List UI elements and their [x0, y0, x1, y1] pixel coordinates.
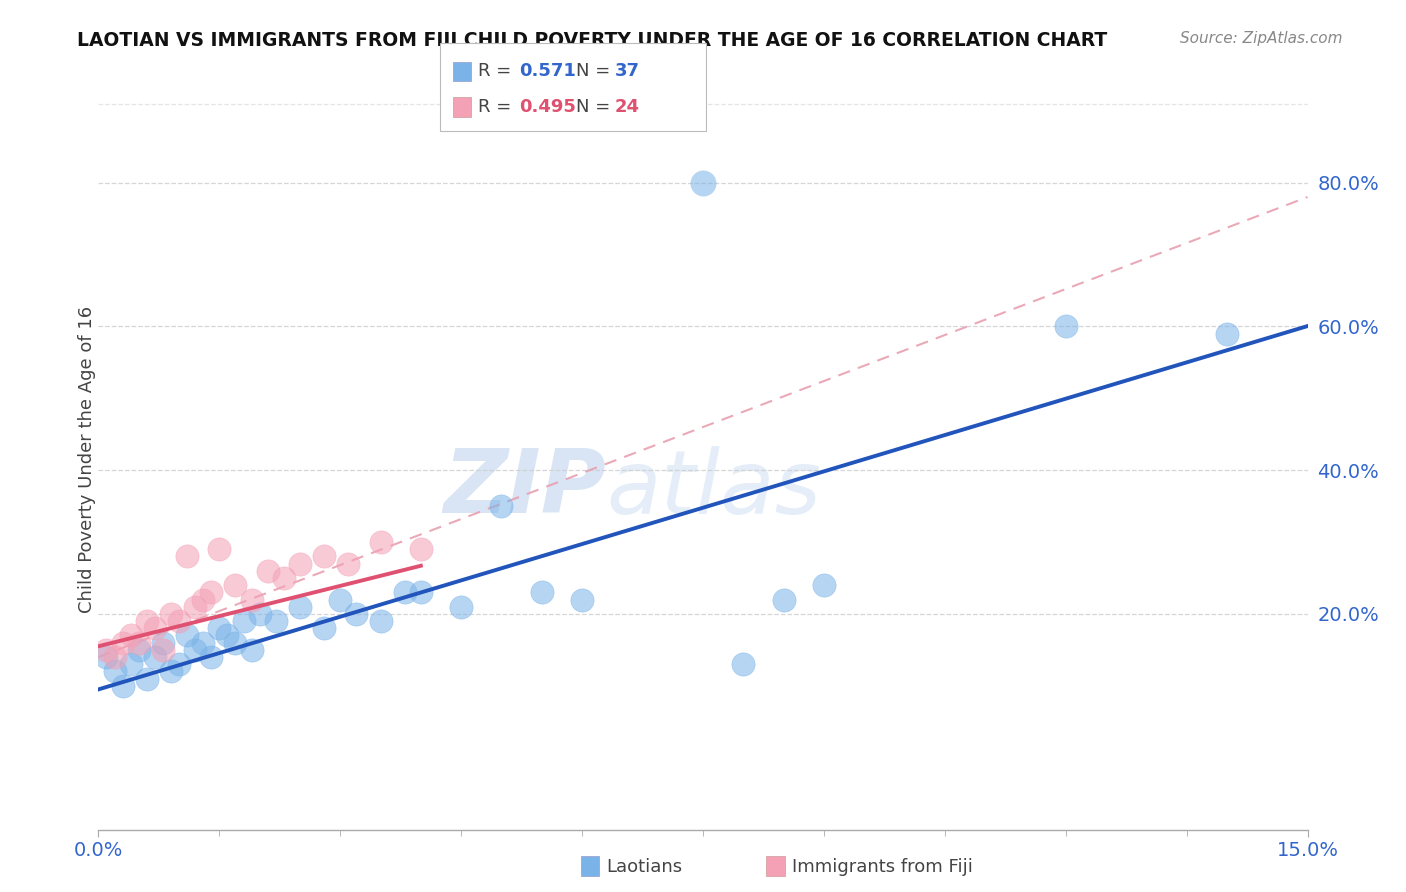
Point — [128, 635, 150, 649]
Point — [288, 557, 311, 571]
Text: N =: N = — [576, 62, 616, 80]
Text: 24: 24 — [614, 98, 640, 116]
Point — [193, 635, 215, 649]
Point — [232, 614, 254, 628]
Point — [692, 176, 714, 190]
Point — [128, 643, 150, 657]
Point — [152, 643, 174, 657]
Point — [208, 542, 231, 557]
Point — [240, 643, 263, 657]
Point — [143, 621, 166, 635]
Point — [224, 635, 246, 649]
Point — [409, 585, 432, 599]
Point — [200, 650, 222, 665]
Point — [143, 650, 166, 665]
Point — [491, 499, 513, 513]
Point — [240, 592, 263, 607]
Point — [1216, 326, 1239, 341]
Point — [96, 643, 118, 657]
Point — [409, 542, 432, 557]
Point — [256, 564, 278, 578]
Text: N =: N = — [576, 98, 616, 116]
Point — [160, 665, 183, 679]
Point — [370, 535, 392, 549]
Point — [530, 585, 553, 599]
Point — [103, 650, 125, 665]
Point — [111, 679, 134, 693]
Point — [120, 657, 142, 672]
Point — [264, 614, 287, 628]
Text: R =: R = — [478, 98, 517, 116]
Point — [772, 592, 794, 607]
Y-axis label: Child Poverty Under the Age of 16: Child Poverty Under the Age of 16 — [79, 306, 96, 613]
Point — [314, 549, 336, 564]
Point — [111, 635, 134, 649]
Text: atlas: atlas — [606, 446, 821, 532]
Text: R =: R = — [478, 62, 517, 80]
Text: Source: ZipAtlas.com: Source: ZipAtlas.com — [1180, 31, 1343, 46]
Point — [217, 628, 239, 642]
Point — [103, 665, 125, 679]
Point — [337, 557, 360, 571]
Point — [314, 621, 336, 635]
Point — [152, 635, 174, 649]
Text: Immigrants from Fiji: Immigrants from Fiji — [792, 858, 973, 876]
Point — [273, 571, 295, 585]
Point — [200, 585, 222, 599]
Point — [370, 614, 392, 628]
Point — [733, 657, 755, 672]
Point — [450, 599, 472, 614]
Point — [249, 607, 271, 621]
Point — [167, 614, 190, 628]
Point — [193, 592, 215, 607]
Point — [571, 592, 593, 607]
Point — [96, 650, 118, 665]
Text: Laotians: Laotians — [606, 858, 682, 876]
Point — [1054, 319, 1077, 334]
Point — [135, 614, 157, 628]
Point — [120, 628, 142, 642]
Point — [167, 657, 190, 672]
Point — [288, 599, 311, 614]
Point — [813, 578, 835, 592]
Text: 0.571: 0.571 — [519, 62, 575, 80]
Point — [184, 643, 207, 657]
Point — [344, 607, 367, 621]
Text: LAOTIAN VS IMMIGRANTS FROM FIJI CHILD POVERTY UNDER THE AGE OF 16 CORRELATION CH: LAOTIAN VS IMMIGRANTS FROM FIJI CHILD PO… — [77, 31, 1108, 50]
Point — [224, 578, 246, 592]
Point — [160, 607, 183, 621]
Point — [208, 621, 231, 635]
Point — [135, 672, 157, 686]
Point — [394, 585, 416, 599]
Point — [184, 599, 207, 614]
Point — [176, 549, 198, 564]
Text: 37: 37 — [614, 62, 640, 80]
Point — [176, 628, 198, 642]
Text: ZIP: ZIP — [443, 445, 606, 533]
Text: 0.495: 0.495 — [519, 98, 575, 116]
Point — [329, 592, 352, 607]
